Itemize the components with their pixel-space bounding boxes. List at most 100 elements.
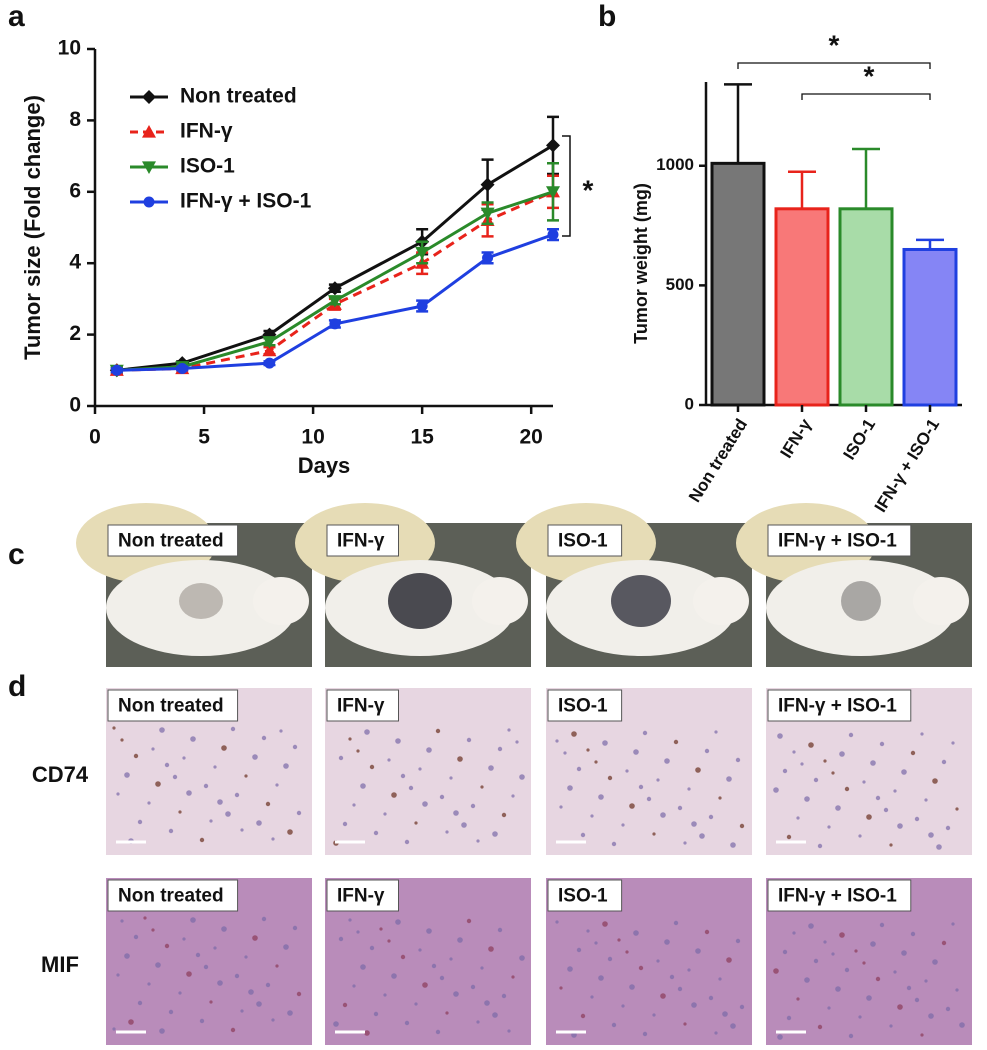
histology-cell	[435, 728, 441, 734]
histology-cell	[910, 750, 916, 756]
y-tick-label: 10	[58, 37, 81, 60]
marker	[547, 229, 559, 241]
histology-cell	[897, 1004, 903, 1010]
histology-cell	[870, 941, 876, 947]
histology-cell	[559, 805, 563, 809]
histology-cell	[292, 744, 298, 750]
histology-cell	[133, 753, 139, 759]
histology-cell	[120, 738, 124, 742]
legend-marker	[142, 125, 156, 138]
histology-cell	[875, 976, 881, 982]
histology-cell	[580, 1013, 586, 1019]
histology-cell	[786, 834, 792, 840]
histology-cell	[244, 774, 248, 778]
tile-label-text: IFN-γ + ISO-1	[778, 696, 897, 717]
histology-cell	[369, 945, 375, 951]
histology-cell	[213, 765, 217, 769]
histology-cell	[625, 769, 629, 773]
histology-cell	[808, 742, 814, 748]
y-axis-label: Tumor weight (mg)	[631, 183, 651, 344]
histology-cell	[234, 973, 240, 979]
histology-cell	[178, 991, 182, 995]
histology-cell	[151, 928, 155, 932]
tile-label-text: Non treated	[118, 886, 224, 907]
histology-cell	[203, 783, 209, 789]
histology-cell	[271, 837, 275, 841]
histology-cell	[602, 921, 608, 927]
x-tick-label: IFN-γ + ISO-1	[871, 415, 943, 515]
significance-label: *	[864, 60, 875, 91]
histology-cell	[275, 783, 279, 787]
tile-label-box	[767, 524, 912, 557]
histology-cell	[611, 1022, 617, 1028]
histology-cell	[209, 1000, 213, 1004]
histology-cell	[391, 792, 397, 798]
histology-cell	[159, 727, 165, 733]
histology-cell	[414, 821, 418, 825]
histology-cell	[422, 801, 428, 807]
histology-cell	[607, 775, 613, 781]
histology-cell	[646, 796, 652, 802]
histology-cell	[844, 967, 850, 973]
histology-cell	[515, 740, 519, 744]
photo-tumor	[388, 573, 452, 629]
histology-cell	[695, 767, 701, 773]
histology-cell	[497, 746, 503, 752]
histology-cell	[567, 785, 573, 791]
histology-cell	[480, 785, 484, 789]
histology-cell	[951, 922, 955, 926]
histology-cell	[265, 801, 271, 807]
histology-cell	[348, 918, 352, 922]
histology-cell	[292, 925, 298, 931]
histology-cell	[827, 1006, 831, 1010]
histology-cell	[164, 762, 170, 768]
legend-label: IFN-γ + ISO-1	[180, 190, 312, 213]
photo-tumor	[611, 575, 671, 627]
tile-label: IFN-γ + ISO-1	[767, 879, 912, 912]
histology-cell	[190, 917, 196, 923]
histology-cell	[835, 986, 841, 992]
y-tick-label: 4	[69, 251, 81, 274]
histology-cell	[252, 754, 258, 760]
histology-cell	[271, 1018, 275, 1022]
bar	[902, 247, 958, 407]
histology-cell	[726, 957, 732, 963]
histology-cell	[279, 729, 283, 733]
histology-cell	[203, 964, 209, 970]
histology-cell	[862, 961, 866, 965]
histology-cell	[875, 795, 881, 801]
histology-cell	[817, 843, 823, 849]
tile-label-text: ISO-1	[558, 886, 608, 907]
histology-cell	[426, 747, 432, 753]
histology-cell	[691, 821, 697, 827]
tile-label: IFN-γ + ISO-1	[767, 524, 912, 557]
x-tick-label: ISO-1	[840, 415, 880, 463]
x-tick-label: 15	[410, 426, 434, 449]
legend-label: ISO-1	[180, 155, 235, 178]
histology-cell	[722, 1011, 728, 1017]
histology-cell	[217, 980, 223, 986]
histology-cell	[777, 1034, 783, 1040]
histology-cell	[914, 816, 920, 822]
histology-cell	[854, 949, 858, 953]
histology-cell	[265, 982, 271, 988]
histology-cell	[511, 975, 515, 979]
tile-label: ISO-1	[547, 524, 623, 557]
histology-cell	[652, 832, 656, 836]
histology-cell	[296, 810, 302, 816]
x-tick-label: 10	[301, 426, 324, 449]
x-tick-label: 20	[520, 426, 543, 449]
tile-label: IFN-γ	[326, 524, 399, 557]
histology-cell	[555, 739, 559, 743]
histology-cell	[673, 920, 679, 926]
legend-marker	[143, 196, 155, 208]
histology-cell	[804, 977, 810, 983]
histology-cell	[476, 839, 480, 843]
tile-label-box	[107, 689, 239, 722]
histology-cell	[143, 916, 147, 920]
marker	[482, 252, 494, 264]
histology-cell	[360, 783, 366, 789]
tile-label: IFN-γ + ISO-1	[767, 689, 912, 722]
photo-head	[913, 577, 969, 625]
